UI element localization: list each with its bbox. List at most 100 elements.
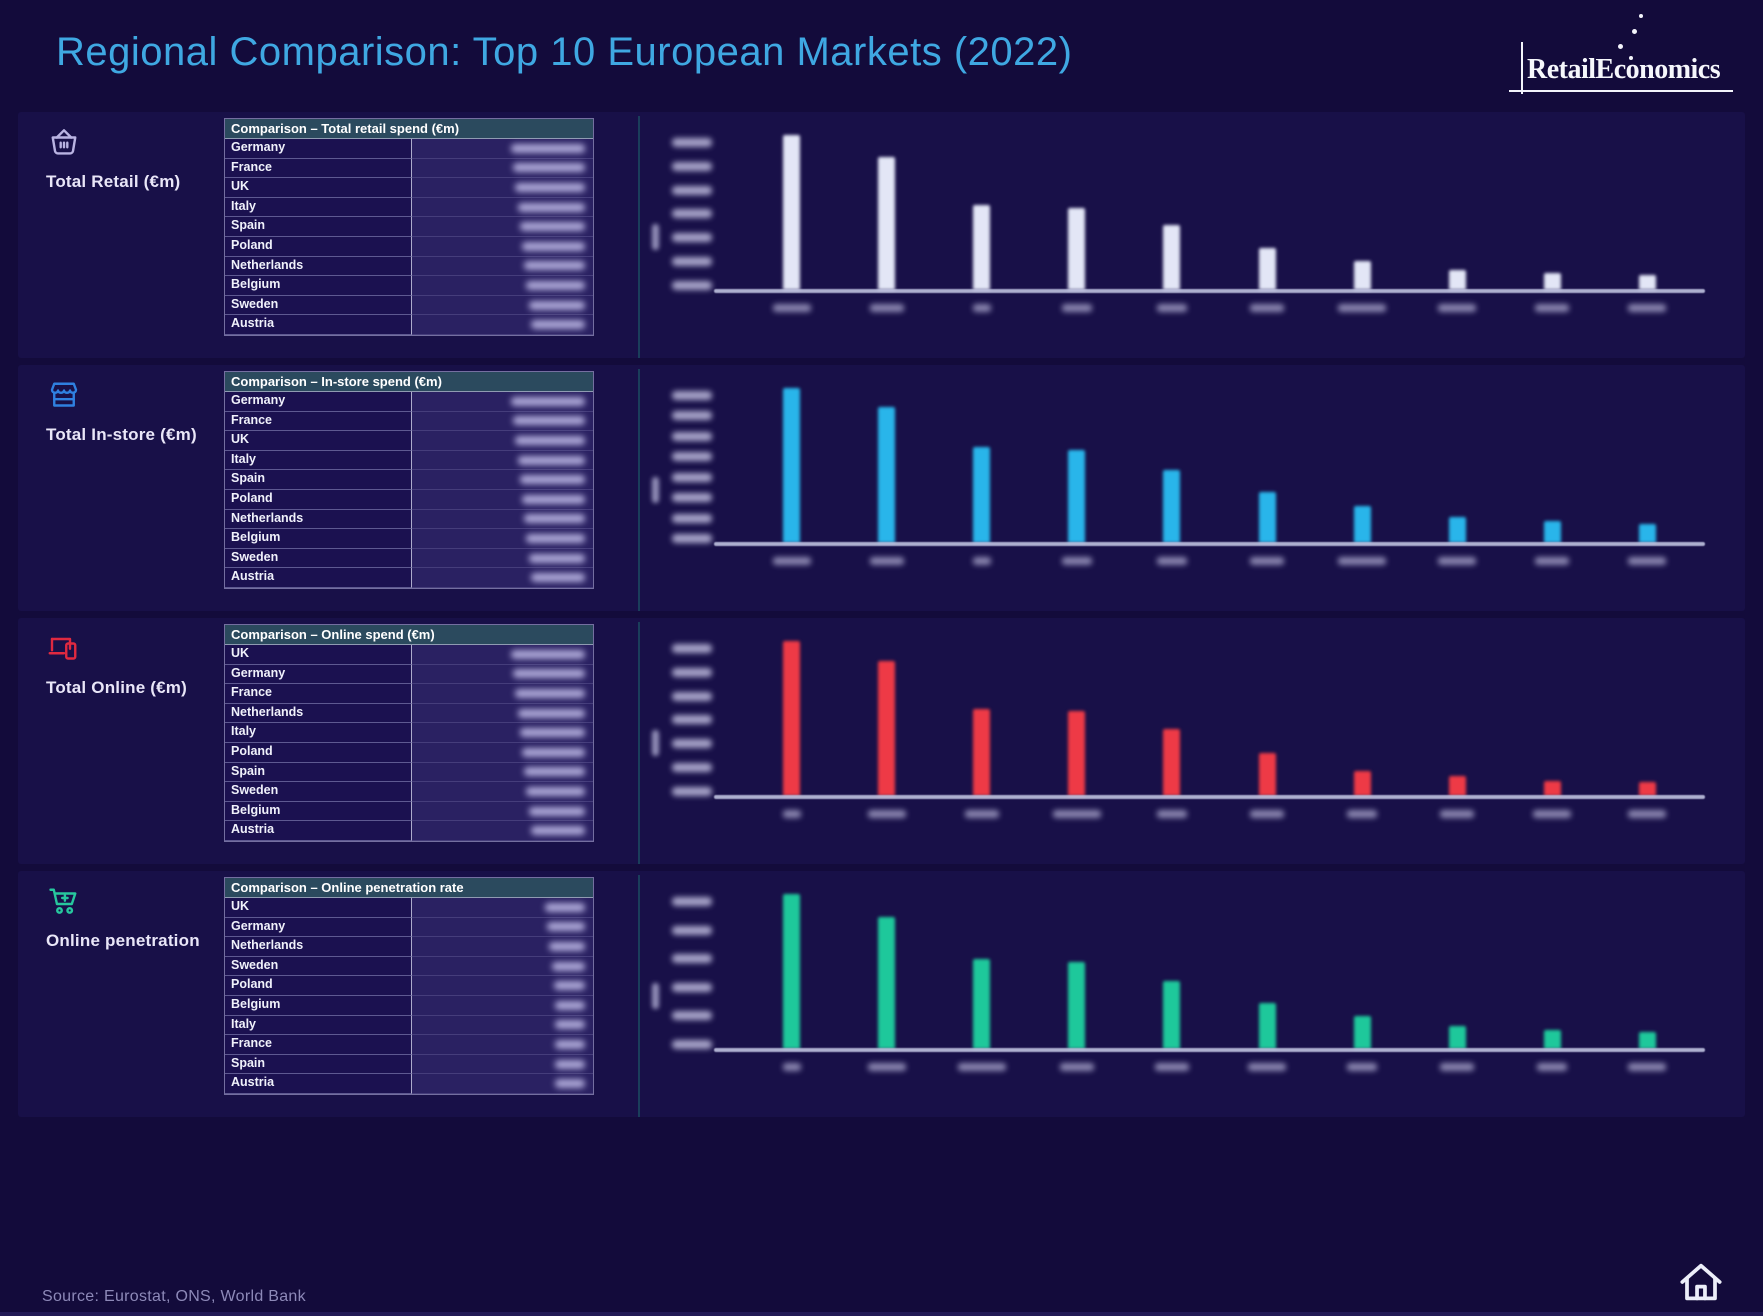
table-row: Netherlands (225, 509, 593, 530)
table-row: Poland (225, 976, 593, 996)
bar-austria (1638, 1031, 1656, 1049)
sections: Total Retail (€m) Comparison – Total ret… (18, 112, 1745, 1117)
bottom-strip (0, 1312, 1763, 1316)
bar-sweden (1068, 962, 1086, 1049)
x-axis-labels-blurred (744, 810, 1695, 818)
x-axis-labels-blurred (744, 304, 1695, 312)
x-axis-labels-blurred (744, 1063, 1695, 1071)
value-cell-blurred (412, 742, 593, 763)
bar-spain (1163, 224, 1181, 290)
table-row: Poland (225, 489, 593, 510)
table-row: Sweden (225, 956, 593, 977)
table-row: Germany (225, 664, 593, 685)
bar-chart (638, 875, 1711, 1117)
country-cell: Spain (225, 1054, 412, 1075)
country-cell: Sweden (225, 782, 412, 802)
table-row: Germany (225, 917, 593, 938)
bar-sweden (1543, 521, 1561, 543)
logo-dots-icon (1605, 14, 1645, 66)
bar-france (973, 709, 991, 796)
country-cell: Austria (225, 821, 412, 841)
value-cell-blurred (412, 1015, 593, 1036)
cart-plus-icon (46, 883, 82, 919)
bar-netherlands (1353, 505, 1371, 543)
table-row: UK (225, 178, 593, 198)
section-header: Total Online (€m) (18, 618, 224, 864)
value-cell-blurred (412, 664, 593, 685)
bar-sweden (1543, 272, 1561, 290)
country-cell: Sweden (225, 548, 412, 569)
bar-france (1448, 1025, 1466, 1049)
bar-belgium (1258, 1002, 1276, 1049)
table-row: UK (225, 431, 593, 451)
country-cell: Germany (225, 392, 412, 412)
table-row: Sweden (225, 295, 593, 316)
value-cell-blurred (412, 917, 593, 938)
section-header: Total Retail (€m) (18, 112, 224, 358)
comparison-table: Comparison – In-store spend (€m) Germany… (224, 371, 594, 589)
country-cell: Poland (225, 976, 412, 996)
basket-icon (46, 124, 82, 160)
bar-belgium (1543, 780, 1561, 796)
table-row: Germany (225, 139, 593, 159)
country-cell: UK (225, 645, 412, 665)
value-cell-blurred (412, 392, 593, 412)
country-cell: France (225, 158, 412, 179)
value-cell-blurred (412, 568, 593, 588)
y-axis-label-blurred (652, 477, 659, 503)
table-row: Austria (225, 1074, 593, 1094)
country-cell: Poland (225, 742, 412, 763)
chart-bars (744, 381, 1695, 543)
bar-italy (1068, 207, 1086, 290)
home-button[interactable] (1673, 1254, 1729, 1310)
value-cell-blurred (412, 217, 593, 237)
bar-italy (1163, 729, 1181, 796)
table-row: Sweden (225, 548, 593, 569)
bar-spain (1543, 1030, 1561, 1049)
country-cell: Sweden (225, 956, 412, 977)
table-row: Belgium (225, 995, 593, 1016)
x-axis-line (714, 542, 1705, 546)
comparison-table: Comparison – Total retail spend (€m) Ger… (224, 118, 594, 336)
bar-france (878, 406, 896, 543)
value-cell-blurred (412, 821, 593, 841)
table-row: France (225, 411, 593, 432)
bar-uk (973, 204, 991, 290)
value-cell-blurred (412, 450, 593, 471)
bar-chart (638, 622, 1711, 864)
bar-chart (638, 369, 1711, 611)
value-cell-blurred (412, 276, 593, 296)
logo-text: RetailEconomics (1527, 54, 1721, 85)
y-axis-label-blurred (652, 730, 659, 756)
section-total-retail: Total Retail (€m) Comparison – Total ret… (18, 112, 1745, 358)
country-cell: France (225, 411, 412, 432)
country-cell: Spain (225, 762, 412, 783)
devices-icon (46, 630, 82, 666)
y-axis-label-blurred (652, 983, 659, 1009)
value-cell-blurred (412, 684, 593, 704)
bar-netherlands (1068, 710, 1086, 796)
y-axis-ticks-blurred (666, 644, 712, 796)
country-cell: Italy (225, 197, 412, 218)
value-cell-blurred (412, 898, 593, 918)
table-row: Netherlands (225, 256, 593, 277)
comparison-table: Comparison – Online penetration rate UK G… (224, 877, 594, 1095)
chart-bars (744, 887, 1695, 1049)
y-axis-ticks-blurred (666, 391, 712, 543)
bar-austria (1638, 274, 1656, 290)
table-row: France (225, 158, 593, 179)
chart-bars (744, 128, 1695, 290)
bar-italy (1068, 450, 1086, 543)
bar-netherlands (973, 959, 991, 1049)
bar-poland (1258, 248, 1276, 290)
section-total-online: Total Online (€m) Comparison – Online sp… (18, 618, 1745, 864)
table-row: Sweden (225, 782, 593, 802)
bar-netherlands (1353, 260, 1371, 290)
value-cell-blurred (412, 315, 593, 335)
country-cell: Netherlands (225, 703, 412, 724)
y-axis-ticks-blurred (666, 897, 712, 1049)
x-axis-line (714, 289, 1705, 293)
x-axis-line (714, 1048, 1705, 1052)
bar-spain (1163, 470, 1181, 543)
country-cell: Germany (225, 917, 412, 938)
